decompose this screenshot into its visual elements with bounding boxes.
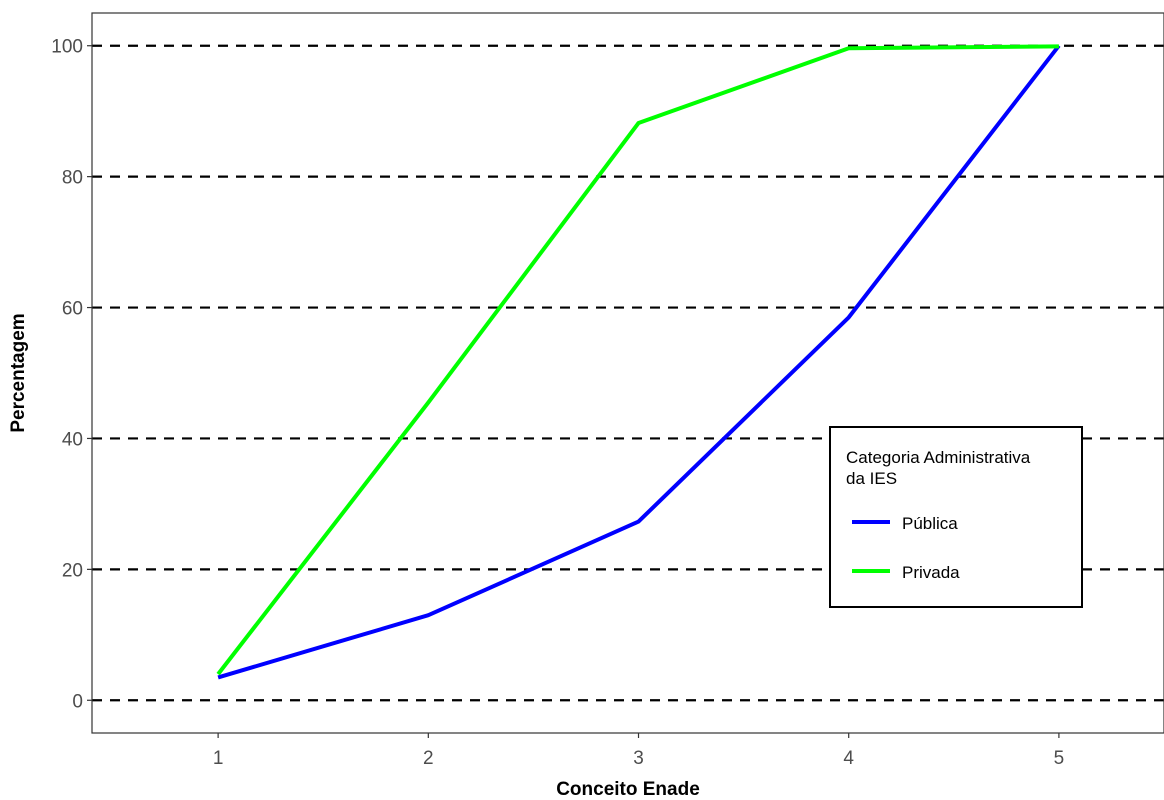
plot-panel-border: [91, 12, 1164, 734]
y-tick-label-40: 40: [62, 429, 83, 450]
x-tick-label-5: 5: [1054, 748, 1065, 769]
y-tick-label-60: 60: [62, 299, 83, 320]
y-tick-label-20: 20: [62, 560, 83, 581]
x-tick-label-1: 1: [213, 748, 224, 769]
legend-label-privada: Privada: [902, 563, 960, 582]
series-lines: [216, 44, 1061, 680]
x-axis-title: Conceito Enade: [556, 779, 700, 800]
legend: Categoria Administrativa da IES Pública …: [829, 426, 1083, 608]
x-tick-label-4: 4: [843, 748, 854, 769]
series-line-publica: [217, 44, 1061, 680]
legend-title-line1: Categoria Administrativa: [846, 448, 1031, 467]
x-axis: 1 2 3 4 5: [213, 733, 1064, 769]
y-axis: 0 20 40 60 80 100: [51, 37, 92, 712]
legend-label-publica: Pública: [902, 514, 958, 533]
legend-box: [829, 426, 1083, 608]
x-tick-label-3: 3: [633, 748, 644, 769]
y-axis-title: Percentagem: [8, 313, 29, 432]
y-tick-label-80: 80: [62, 168, 83, 189]
series-line-privada: [216, 44, 1059, 676]
y-tick-label-100: 100: [51, 37, 83, 58]
legend-title-line2: da IES: [846, 469, 897, 488]
y-tick-label-0: 0: [72, 691, 83, 712]
x-tick-label-2: 2: [423, 748, 434, 769]
